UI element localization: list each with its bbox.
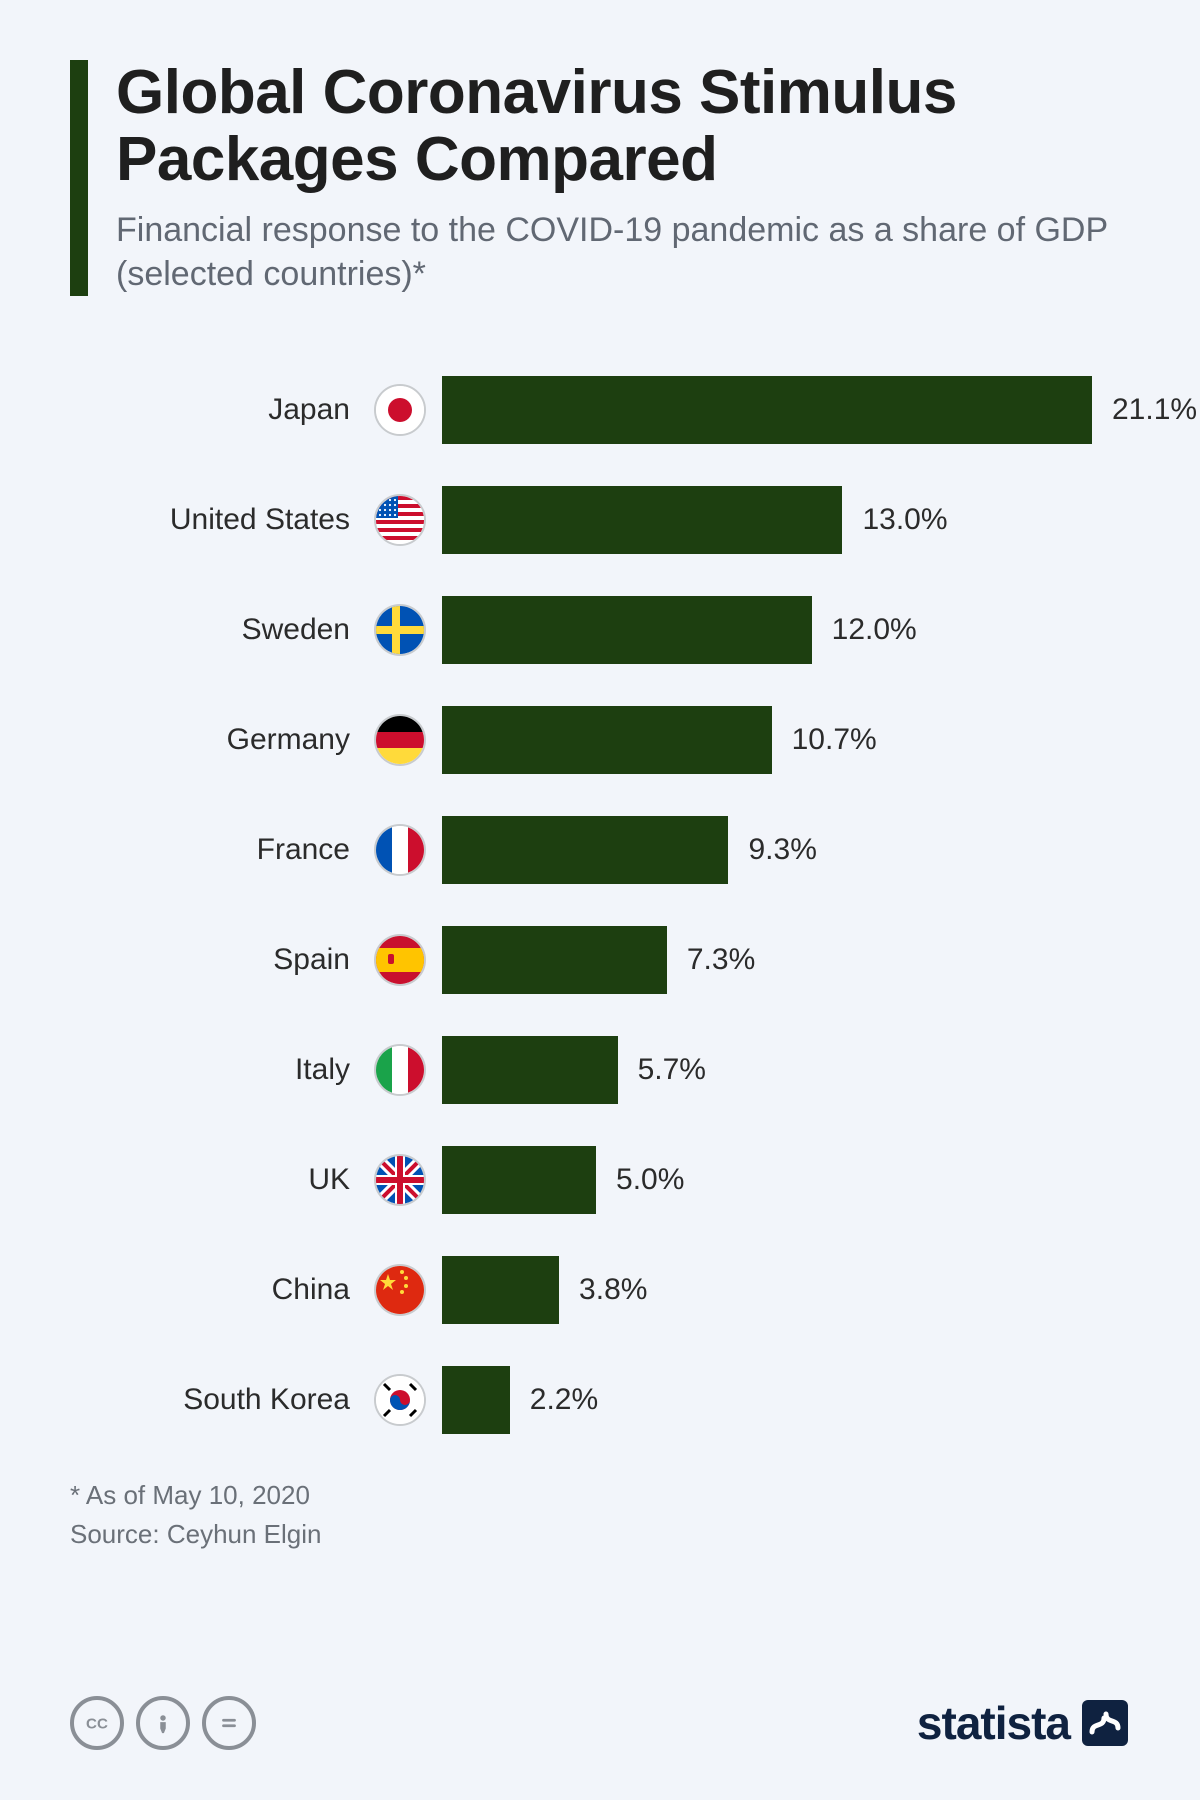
japan-flag-icon xyxy=(374,384,426,436)
usa-flag-icon xyxy=(374,494,426,546)
footer: CC statista xyxy=(70,1696,1130,1750)
no-derivatives-icon xyxy=(202,1696,256,1750)
country-label: France xyxy=(70,833,368,867)
infographic-page: Global Coronavirus Stimulus Packages Com… xyxy=(0,0,1200,1800)
bar xyxy=(442,1256,559,1324)
country-label: China xyxy=(70,1273,368,1307)
country-label: UK xyxy=(70,1163,368,1197)
chart-row: Sweden 12.0% xyxy=(70,596,1130,664)
chart-row: South Korea 2.2% xyxy=(70,1366,1130,1434)
bar-container: 5.7% xyxy=(432,1036,1130,1104)
bar xyxy=(442,926,667,994)
bar xyxy=(442,596,812,664)
chart-row: UK 5.0% xyxy=(70,1146,1130,1214)
bar-container: 12.0% xyxy=(432,596,1130,664)
license-icons: CC xyxy=(70,1696,256,1750)
germany-flag-icon xyxy=(374,714,426,766)
uk-flag-icon xyxy=(374,1154,426,1206)
header-text: Global Coronavirus Stimulus Packages Com… xyxy=(116,60,1130,296)
bar-value: 13.0% xyxy=(862,503,947,537)
attribution-icon xyxy=(136,1696,190,1750)
cc-icon: CC xyxy=(70,1696,124,1750)
svg-text:CC: CC xyxy=(86,1715,108,1732)
chart-row: Germany 10.7% xyxy=(70,706,1130,774)
bar-value: 5.7% xyxy=(638,1053,706,1087)
chart-row: United States 13.0% xyxy=(70,486,1130,554)
sweden-flag-icon xyxy=(374,604,426,656)
country-label: Japan xyxy=(70,393,368,427)
bar xyxy=(442,1146,596,1214)
chart-row: France 9.3% xyxy=(70,816,1130,884)
bar-container: 7.3% xyxy=(432,926,1130,994)
bar-value: 2.2% xyxy=(530,1383,598,1417)
bar-value: 21.1% xyxy=(1112,393,1197,427)
brand-text: statista xyxy=(917,1696,1070,1750)
flag-container xyxy=(368,934,432,986)
bar xyxy=(442,816,728,884)
brand-mark-icon xyxy=(1080,1698,1130,1748)
country-label: Germany xyxy=(70,723,368,757)
chart-row: Italy 5.7% xyxy=(70,1036,1130,1104)
spain-flag-icon xyxy=(374,934,426,986)
france-flag-icon xyxy=(374,824,426,876)
header: Global Coronavirus Stimulus Packages Com… xyxy=(70,60,1130,296)
flag-container xyxy=(368,1374,432,1426)
bar-value: 10.7% xyxy=(792,723,877,757)
bar-container: 21.1% xyxy=(432,376,1197,444)
bar-value: 9.3% xyxy=(748,833,816,867)
flag-container xyxy=(368,824,432,876)
flag-container xyxy=(368,1264,432,1316)
bar-container: 3.8% xyxy=(432,1256,1130,1324)
bar xyxy=(442,486,842,554)
bar-container: 5.0% xyxy=(432,1146,1130,1214)
page-title: Global Coronavirus Stimulus Packages Com… xyxy=(116,60,1130,194)
country-label: Spain xyxy=(70,943,368,977)
country-label: United States xyxy=(70,503,368,537)
italy-flag-icon xyxy=(374,1044,426,1096)
bar xyxy=(442,1366,510,1434)
country-label: Sweden xyxy=(70,613,368,647)
south_korea-flag-icon xyxy=(374,1374,426,1426)
bar xyxy=(442,1036,618,1104)
china-flag-icon xyxy=(374,1264,426,1316)
footnote-date: * As of May 10, 2020 xyxy=(70,1476,1130,1515)
footnote: * As of May 10, 2020 Source: Ceyhun Elgi… xyxy=(70,1476,1130,1554)
flag-container xyxy=(368,1044,432,1096)
bar-value: 12.0% xyxy=(832,613,917,647)
bar-container: 9.3% xyxy=(432,816,1130,884)
bar-chart: Japan21.1% United States 13.0% Sweden 12.0%… xyxy=(70,376,1130,1434)
bar-value: 7.3% xyxy=(687,943,755,977)
brand: statista xyxy=(917,1696,1130,1750)
bar xyxy=(442,376,1092,444)
page-subtitle: Financial response to the COVID-19 pande… xyxy=(116,208,1130,296)
footnote-source: Source: Ceyhun Elgin xyxy=(70,1515,1130,1554)
country-label: Italy xyxy=(70,1053,368,1087)
bar-container: 2.2% xyxy=(432,1366,1130,1434)
chart-row: Japan21.1% xyxy=(70,376,1130,444)
bar-value: 5.0% xyxy=(616,1163,684,1197)
country-label: South Korea xyxy=(70,1383,368,1417)
accent-bar xyxy=(70,60,88,296)
flag-container xyxy=(368,604,432,656)
chart-row: Spain 7.3% xyxy=(70,926,1130,994)
bar-container: 10.7% xyxy=(432,706,1130,774)
bar-value: 3.8% xyxy=(579,1273,647,1307)
flag-container xyxy=(368,714,432,766)
flag-container xyxy=(368,1154,432,1206)
bar xyxy=(442,706,772,774)
flag-container xyxy=(368,384,432,436)
chart-row: China 3.8% xyxy=(70,1256,1130,1324)
bar-container: 13.0% xyxy=(432,486,1130,554)
flag-container xyxy=(368,494,432,546)
